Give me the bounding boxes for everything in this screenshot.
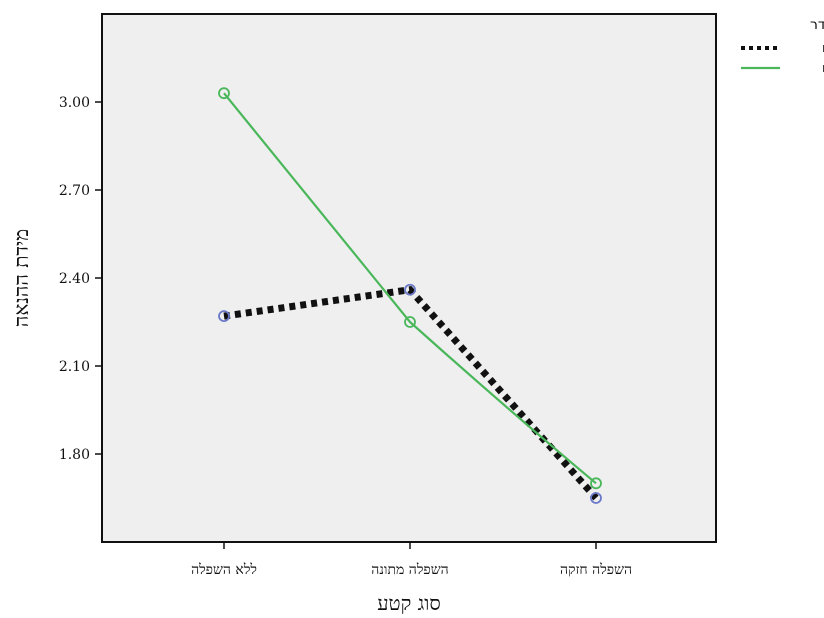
y-axis-ticks: 1.80 2.10 2.40 2.70 3.00 bbox=[59, 95, 102, 463]
series-layer bbox=[218, 87, 602, 504]
x-tick-label: השפלה מתונה bbox=[371, 562, 448, 578]
series-line bbox=[223, 286, 599, 501]
legend-label: גברים bbox=[822, 41, 824, 56]
legend-item: גברים bbox=[741, 41, 824, 56]
data-point-marker bbox=[218, 87, 230, 100]
y-tick-label: 1.80 bbox=[59, 447, 90, 463]
y-tick-label: 2.70 bbox=[59, 183, 90, 199]
data-point-marker bbox=[218, 310, 230, 323]
legend-items: גברים נשים bbox=[741, 41, 824, 76]
data-point-marker bbox=[404, 283, 416, 296]
x-tick-label: השפלה חזקה bbox=[560, 562, 632, 578]
x-tick-label: ללא השפלה bbox=[191, 562, 257, 578]
plot-area bbox=[101, 13, 717, 543]
legend: מגדר גברים נשים bbox=[741, 17, 824, 76]
data-point-marker bbox=[590, 477, 602, 490]
x-axis-title: סוג קטע bbox=[377, 591, 441, 615]
legend-label: נשים bbox=[822, 61, 824, 76]
legend-item: נשים bbox=[741, 61, 824, 76]
legend-title: מגדר bbox=[810, 17, 824, 33]
x-axis-ticks: ללא השפלה השפלה מתונה השפלה חזקה bbox=[191, 542, 632, 578]
data-point-marker bbox=[404, 316, 416, 328]
y-axis-title: מידת ההנאה bbox=[9, 229, 33, 327]
y-tick-label: 2.10 bbox=[59, 359, 90, 375]
data-point-marker bbox=[590, 492, 602, 504]
series-line bbox=[223, 92, 597, 485]
y-tick-label: 2.40 bbox=[59, 271, 90, 287]
y-tick-label: 3.00 bbox=[59, 95, 90, 111]
